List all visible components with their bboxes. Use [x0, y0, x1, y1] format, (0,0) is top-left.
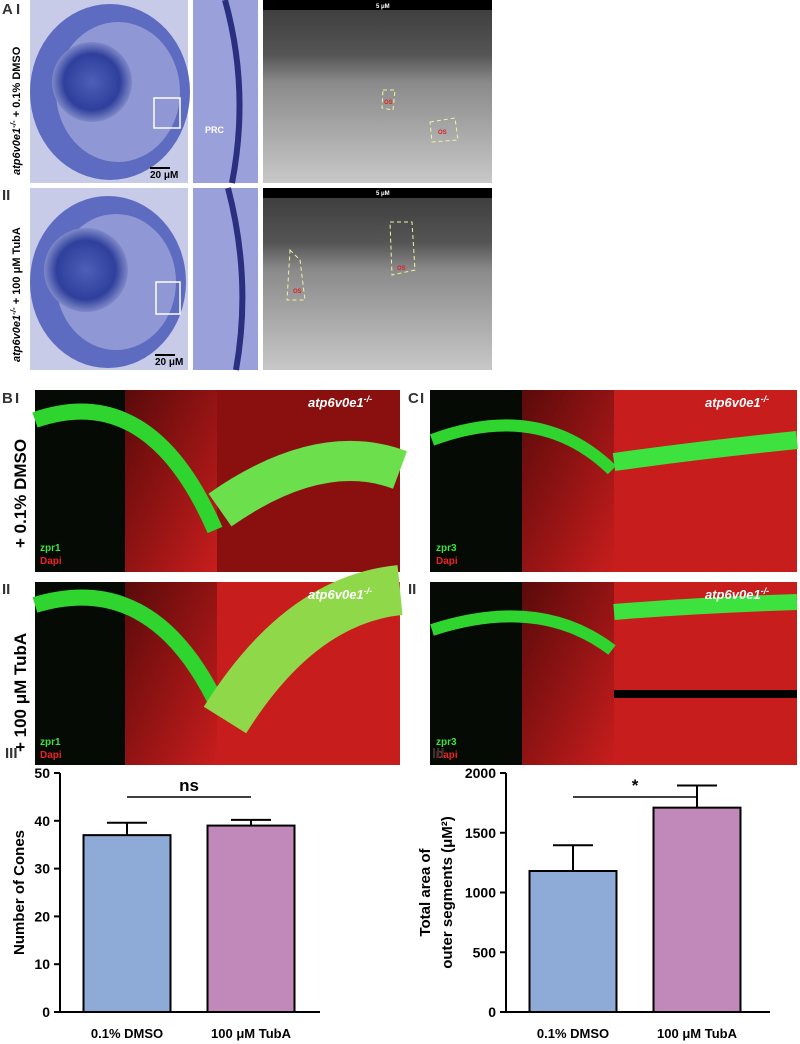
- bar: [206, 824, 296, 1014]
- x-tick-label: 0.1% DMSO: [537, 1026, 609, 1041]
- genotype: atp6v0e1: [308, 395, 364, 410]
- y-tick-label: 1000: [465, 885, 496, 901]
- y-tick-label: 40: [34, 813, 50, 829]
- bar: [82, 834, 172, 1014]
- genotype: atp6v0e1: [11, 128, 23, 175]
- stain-label: zpr1: [40, 543, 61, 554]
- y-tick-label: 0: [488, 1004, 496, 1020]
- genotype-label: atp6v0e1-/-: [705, 394, 769, 410]
- genotype-label: atp6v0e1-/- + 100 μM TubA: [9, 227, 23, 362]
- x-tick-label: 100 μM TubA: [657, 1026, 738, 1041]
- row-label: I: [420, 390, 424, 407]
- y-tick-label: 10: [34, 956, 50, 972]
- stain-label: Dapi: [40, 750, 62, 761]
- stain-label: zpr1: [40, 737, 61, 748]
- treatment: + 0.1% DMSO: [11, 46, 23, 120]
- error-bar: [107, 821, 147, 836]
- genotype: atp6v0e1: [11, 315, 23, 362]
- panel-label: B: [2, 390, 13, 407]
- genotype-label: atp6v0e1-/- + 0.1% DMSO: [9, 46, 23, 175]
- row-label: II: [2, 187, 10, 204]
- y-tick-label: 20: [34, 908, 50, 924]
- y-tick-label: 1500: [465, 825, 496, 841]
- treatment-label: + 100 μM TubA: [11, 633, 30, 752]
- superscript: -/-: [364, 586, 373, 596]
- stain-label: Dapi: [436, 750, 458, 761]
- row-label: II: [408, 581, 416, 598]
- y-tick-label: 2000: [465, 765, 496, 781]
- panel-label: III: [5, 745, 18, 762]
- x-tick-label: 0.1% DMSO: [91, 1026, 163, 1041]
- error-bar: [553, 844, 593, 871]
- treatment: + 100 μM TubA: [11, 227, 23, 307]
- genotype: atp6v0e1: [705, 395, 761, 410]
- superscript: -/-: [9, 120, 18, 128]
- y-axis-label: outer segments (μM²): [439, 816, 456, 969]
- row-label: II: [2, 581, 10, 598]
- stain-label: zpr3: [436, 543, 457, 554]
- scale-label: 5 μM: [376, 191, 390, 197]
- treatment-label: + 0.1% DMSO: [11, 439, 30, 548]
- error-bar: [231, 818, 271, 826]
- panel-label: III: [432, 745, 445, 762]
- y-axis-label: Total area of: [417, 847, 434, 936]
- y-tick-label: 500: [473, 944, 497, 960]
- row-label: I: [16, 1, 20, 18]
- bar: [528, 869, 618, 1013]
- superscript: -/-: [761, 394, 770, 404]
- y-tick-label: 0: [42, 1004, 50, 1020]
- panel-label: A: [2, 1, 13, 18]
- genotype-label: atp6v0e1-/-: [308, 586, 372, 602]
- significance-label: *: [632, 776, 639, 795]
- panel-label: C: [408, 390, 419, 407]
- scale-label: 5 μM: [376, 4, 390, 10]
- panel-bc-images: [32, 390, 798, 765]
- significance-label: ns: [179, 776, 199, 795]
- genotype: atp6v0e1: [705, 587, 761, 602]
- panel-a-images: [30, 0, 492, 371]
- y-axis-label: Number of Cones: [11, 830, 28, 955]
- genotype-label: atp6v0e1-/-: [308, 394, 372, 410]
- superscript: -/-: [9, 307, 18, 315]
- genotype: atp6v0e1: [308, 587, 364, 602]
- superscript: -/-: [364, 394, 373, 404]
- row-label: I: [15, 390, 19, 407]
- superscript: -/-: [761, 586, 770, 596]
- os-label: OS: [438, 130, 447, 136]
- genotype-label: atp6v0e1-/-: [705, 586, 769, 602]
- scale-label: 20 μM: [150, 170, 178, 181]
- os-label: OS: [293, 289, 302, 295]
- x-tick-label: 100 μM TubA: [211, 1026, 292, 1041]
- bar: [652, 806, 742, 1014]
- prc-label: PRC: [205, 125, 225, 135]
- os-label: OS: [384, 100, 393, 106]
- os-label: OS: [397, 266, 406, 272]
- scale-label: 20 μM: [155, 357, 183, 368]
- y-tick-label: 30: [34, 861, 50, 877]
- stain-label: zpr3: [436, 737, 457, 748]
- stain-label: Dapi: [40, 556, 62, 567]
- y-tick-label: 50: [34, 765, 50, 781]
- stain-label: Dapi: [436, 556, 458, 567]
